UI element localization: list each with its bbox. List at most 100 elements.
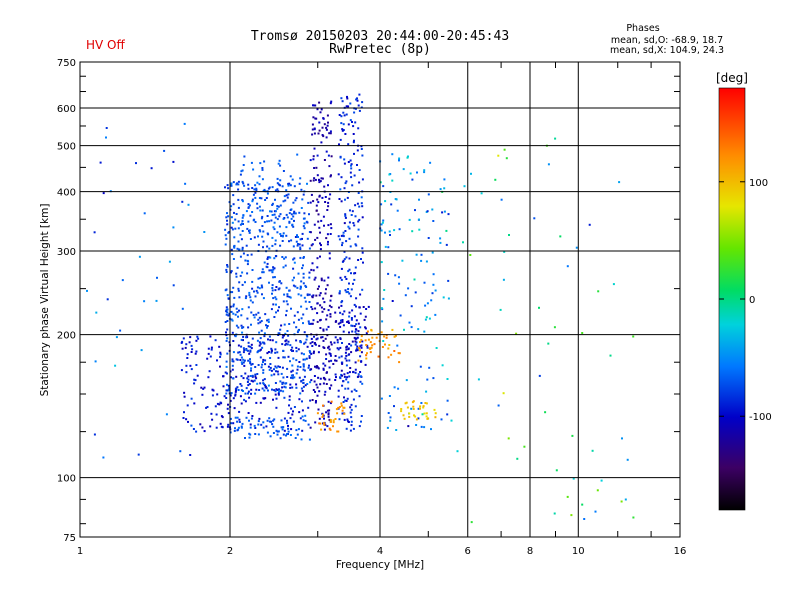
- data-point: [581, 503, 584, 506]
- data-point: [624, 498, 627, 501]
- data-point: [261, 225, 264, 227]
- data-point: [395, 198, 398, 201]
- data-point: [247, 390, 250, 393]
- data-point: [275, 406, 278, 409]
- data-point: [268, 256, 271, 259]
- data-point: [432, 220, 435, 222]
- data-point: [431, 292, 434, 295]
- data-point: [391, 328, 394, 331]
- data-point: [271, 289, 274, 292]
- data-point: [294, 236, 297, 238]
- data-point: [344, 230, 347, 232]
- data-point: [238, 418, 241, 421]
- data-point: [313, 167, 316, 169]
- data-point: [329, 420, 332, 423]
- data-point: [364, 363, 367, 366]
- data-point: [275, 397, 278, 400]
- data-point: [201, 426, 204, 429]
- data-point: [241, 422, 244, 425]
- data-point: [417, 417, 420, 420]
- data-point: [353, 111, 356, 114]
- data-point: [311, 123, 314, 126]
- data-point: [344, 214, 347, 217]
- data-point: [300, 379, 303, 382]
- data-point: [274, 189, 277, 192]
- data-point: [291, 346, 294, 349]
- data-point: [274, 210, 277, 213]
- data-point: [258, 316, 261, 319]
- data-point: [322, 297, 325, 300]
- data-point: [224, 321, 227, 323]
- data-point: [264, 385, 267, 388]
- data-point: [273, 221, 276, 224]
- data-point: [340, 278, 343, 281]
- data-point: [249, 214, 252, 217]
- data-point: [229, 417, 232, 420]
- data-point: [261, 178, 264, 181]
- data-point: [278, 280, 281, 283]
- data-point: [256, 291, 259, 294]
- data-point: [251, 269, 254, 271]
- data-point: [334, 373, 337, 376]
- data-point: [258, 175, 261, 178]
- data-point: [328, 257, 331, 260]
- data-point: [233, 296, 236, 299]
- data-point: [288, 212, 291, 215]
- data-point: [249, 362, 252, 365]
- data-point: [288, 398, 291, 401]
- data-point: [242, 358, 245, 361]
- data-point: [322, 404, 324, 407]
- data-point: [224, 186, 226, 189]
- data-point: [251, 198, 254, 201]
- data-point: [268, 335, 271, 338]
- data-point: [342, 123, 345, 126]
- data-point: [342, 380, 345, 383]
- data-point: [347, 143, 350, 146]
- data-point: [503, 250, 506, 253]
- data-point: [347, 105, 350, 108]
- data-point: [237, 220, 240, 223]
- data-point: [339, 156, 342, 159]
- data-point: [241, 283, 244, 286]
- data-point: [242, 214, 245, 217]
- data-point: [371, 344, 374, 347]
- data-point: [407, 425, 410, 428]
- data-point: [232, 422, 235, 425]
- data-point: [377, 333, 380, 335]
- data-point: [351, 184, 354, 187]
- plot-frame: [79, 61, 681, 538]
- data-point: [240, 402, 243, 405]
- data-point: [254, 191, 257, 194]
- data-point: [300, 188, 303, 191]
- data-point: [334, 379, 337, 381]
- data-point: [280, 234, 283, 237]
- data-point: [358, 395, 361, 398]
- data-point: [271, 204, 274, 206]
- data-point: [309, 426, 312, 429]
- data-point: [250, 363, 253, 366]
- data-point: [328, 418, 331, 421]
- data-point: [190, 424, 193, 427]
- data-point: [258, 344, 261, 347]
- data-point: [354, 330, 357, 333]
- data-point: [246, 263, 249, 266]
- data-point: [346, 372, 349, 375]
- data-point: [322, 413, 324, 416]
- data-point: [272, 276, 275, 279]
- data-point: [446, 399, 449, 402]
- data-point: [327, 325, 330, 328]
- data-point: [315, 204, 318, 207]
- data-point: [247, 412, 250, 414]
- data-point: [324, 337, 327, 340]
- data-point: [341, 244, 343, 247]
- data-point: [356, 336, 359, 339]
- data-point: [421, 413, 424, 416]
- data-point: [203, 430, 206, 433]
- data-point: [322, 329, 325, 332]
- data-point: [240, 314, 243, 317]
- data-point: [310, 337, 313, 340]
- data-point: [262, 426, 265, 429]
- data-point: [430, 299, 433, 302]
- data-point: [269, 366, 272, 369]
- data-point: [393, 335, 396, 338]
